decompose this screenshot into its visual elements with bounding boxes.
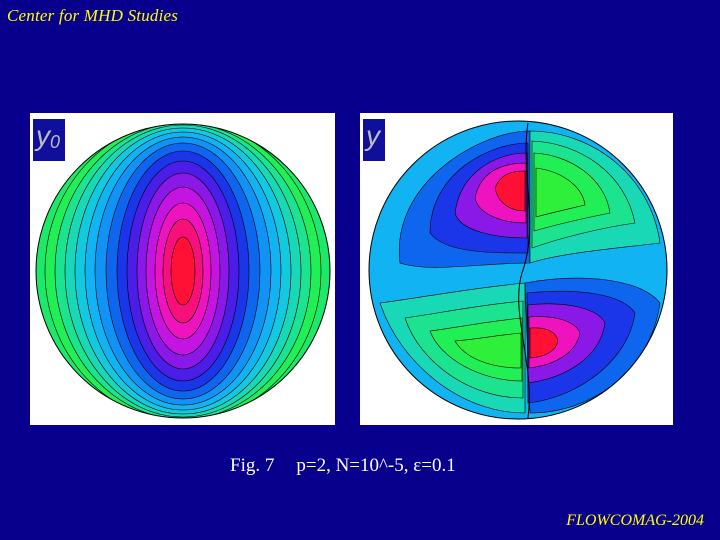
panel-label-subscript: 0: [50, 132, 61, 152]
figure-caption: Fig. 7 p=2, N=10^-5, ε=0.1: [230, 455, 456, 477]
left-contour-plot: [35, 123, 331, 419]
right-contour-panel: y: [360, 113, 673, 425]
panel-label-text: y: [36, 120, 50, 151]
panel-label-text: y: [366, 120, 380, 151]
header-title: Center for MHD Studies: [7, 6, 179, 25]
panel-label-y: y: [363, 119, 385, 161]
figure-parameters: p=2, N=10^-5, ε=0.1: [296, 455, 456, 476]
panel-label-y0: y0: [33, 119, 66, 161]
left-contour-panel: y0: [30, 113, 335, 425]
figure-number: Fig. 7: [230, 455, 275, 476]
right-contour-plot: [368, 120, 668, 420]
footer-text: FLOWCOMAG-2004: [566, 512, 704, 529]
